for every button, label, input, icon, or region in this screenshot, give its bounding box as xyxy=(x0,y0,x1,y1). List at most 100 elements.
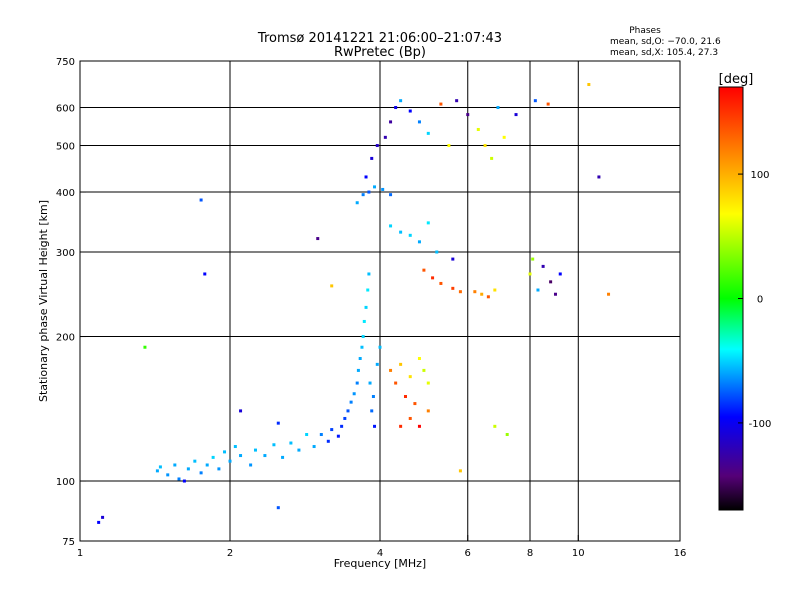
data-point xyxy=(249,463,253,467)
data-point xyxy=(361,193,365,197)
data-point xyxy=(186,467,190,471)
data-point xyxy=(239,454,243,458)
phase-stats-header: Phases xyxy=(629,26,661,36)
data-point xyxy=(505,433,509,437)
data-point xyxy=(373,185,377,189)
data-point xyxy=(319,433,323,437)
data-point xyxy=(502,135,506,139)
data-point xyxy=(533,99,537,103)
data-point xyxy=(336,434,340,438)
data-point xyxy=(546,102,550,106)
data-point xyxy=(426,221,430,225)
data-point xyxy=(528,272,532,276)
data-point xyxy=(228,459,232,463)
data-point xyxy=(458,290,462,294)
data-point xyxy=(399,362,403,366)
data-point xyxy=(426,409,430,413)
data-point xyxy=(389,224,393,228)
data-point xyxy=(316,237,320,241)
data-point xyxy=(312,445,316,449)
data-point xyxy=(451,286,455,290)
y-axis-label: Stationary phase Virtual Height [km] xyxy=(37,200,50,402)
data-point xyxy=(531,257,535,261)
data-point xyxy=(349,400,353,404)
data-point xyxy=(493,288,497,292)
x-axis-label: Frequency [MHz] xyxy=(334,557,426,570)
data-point xyxy=(417,240,421,244)
data-point xyxy=(330,284,334,288)
data-point xyxy=(356,368,360,372)
colorbar-tick-label: 0 xyxy=(757,295,763,306)
data-point xyxy=(272,443,276,447)
chart-title: Tromsø 20141221 21:06:00–21:07:43 xyxy=(257,31,502,46)
data-point xyxy=(370,409,374,413)
data-point xyxy=(355,201,359,205)
data-point xyxy=(399,230,403,234)
data-point xyxy=(166,473,170,477)
data-point xyxy=(326,439,330,443)
data-point xyxy=(486,295,490,299)
data-point xyxy=(408,233,412,237)
data-point xyxy=(399,99,403,103)
x-tick-label: 1 xyxy=(77,548,83,559)
axis-ticks: 1 2 4 6 8 10 16 75 100 200 300 400 500 600 750 xyxy=(56,57,686,559)
data-point xyxy=(173,463,177,467)
data-point xyxy=(370,156,374,160)
data-point xyxy=(549,280,553,284)
x-tick-label: 8 xyxy=(527,548,533,559)
data-point xyxy=(330,428,334,432)
data-point xyxy=(343,416,347,420)
data-point xyxy=(297,448,301,452)
data-point xyxy=(281,455,285,459)
data-point xyxy=(451,257,455,261)
data-point xyxy=(408,416,412,420)
data-point xyxy=(587,83,591,87)
data-point xyxy=(389,368,393,372)
data-point xyxy=(346,409,350,413)
data-point xyxy=(199,471,203,475)
data-point xyxy=(371,395,375,399)
data-point xyxy=(358,356,362,360)
data-point xyxy=(217,467,221,471)
data-point xyxy=(389,193,393,197)
data-point xyxy=(199,198,203,202)
colorbar-ticks: 100 0 -100 xyxy=(738,170,771,430)
data-point xyxy=(466,113,470,117)
colorbar-tick-label: 100 xyxy=(750,170,769,181)
data-point xyxy=(408,109,412,113)
data-point xyxy=(389,120,393,124)
data-point xyxy=(607,292,611,296)
data-point xyxy=(177,477,181,481)
data-point xyxy=(490,156,494,160)
data-point xyxy=(233,445,237,449)
data-point xyxy=(253,448,257,452)
data-point xyxy=(276,421,280,425)
data-point xyxy=(361,335,365,339)
data-point xyxy=(263,454,267,458)
phase-stats-o: mean, sd,O: −70.0, 21.6 xyxy=(610,37,721,47)
data-point xyxy=(193,459,197,463)
data-point xyxy=(364,305,368,309)
y-tick-label: 75 xyxy=(62,537,75,548)
y-tick-label: 300 xyxy=(56,248,75,259)
y-tick-label: 400 xyxy=(56,188,75,199)
x-tick-label: 10 xyxy=(572,548,585,559)
data-point xyxy=(367,272,371,276)
data-point xyxy=(483,144,487,148)
data-point xyxy=(426,381,430,385)
data-point xyxy=(364,175,368,179)
data-point xyxy=(97,520,101,524)
data-point xyxy=(447,144,451,148)
data-point xyxy=(205,463,209,467)
data-point xyxy=(408,375,412,379)
data-point xyxy=(355,381,359,385)
data-point xyxy=(417,120,421,124)
gridlines xyxy=(80,61,680,541)
data-point xyxy=(455,99,459,103)
data-point xyxy=(399,424,403,428)
data-point xyxy=(536,288,540,292)
x-tick-label: 4 xyxy=(377,548,383,559)
data-point xyxy=(394,106,398,110)
data-point xyxy=(496,106,500,110)
